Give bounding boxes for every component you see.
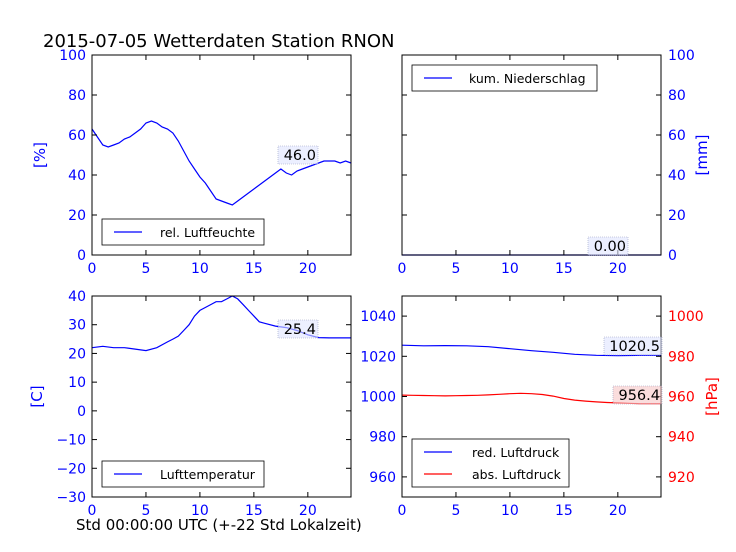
value-label-precipitation-0: 0.00 [594,239,626,255]
y-tick-label-precipitation: 40 [668,168,686,184]
y-tick-label-humidity: 60 [68,128,86,144]
y-axis-label-pressure: [hPa] [703,377,721,416]
y2-tick-label-pressure: 940 [668,430,695,446]
panel-pressure: 0 5 10 15 20 960 980 1000 1020 1040 920 940 960 980 10… [360,295,721,519]
y-tick-label-temperature: −20 [56,461,86,477]
legend-label-pressure-1: abs. Luftdruck [472,467,562,482]
value-label-humidity-0: 46.0 [284,148,316,164]
value-label-pressure-0: 1020.5 [609,339,660,355]
x-tick-label-precipitation: 0 [398,261,407,277]
plot-frame-temperature [91,295,352,498]
y-tick-label-temperature: −30 [56,490,86,506]
plot-frame-humidity [91,54,352,256]
legend-temperature: Lufttemperatur [101,460,265,488]
legend-box-pressure [411,438,570,488]
y-tick-label-humidity: 100 [59,48,86,64]
y-axis-label-temperature: [C] [28,385,46,407]
y2-tick-label-pressure: 920 [668,470,695,486]
y-tick-label-temperature: 20 [68,346,86,362]
panel-precipitation: 0 5 10 15 20 0 20 40 60 80 100 [mm] kum. Niederschla… [398,48,711,277]
panel-temperature: 0 5 10 15 20 −30 −20 −10 0 10 20 30 40 [C] Lufttempera… [28,289,352,519]
y-tick-label-pressure: 1000 [360,390,396,406]
x-tick-label-humidity: 15 [245,261,263,277]
y-tick-label-precipitation: 100 [668,48,695,64]
x-tick-label-temperature: 10 [191,503,209,519]
value-box-precipitation-0 [587,236,629,256]
x-tick-label-humidity: 0 [88,261,97,277]
y-tick-label-temperature: 30 [68,318,86,334]
y-tick-label-pressure: 1020 [360,349,396,365]
y-axis-label-humidity: [%] [31,142,49,168]
plot-frame-precipitation [401,54,662,256]
legend-precipitation: kum. Niederschlag [411,64,598,92]
legend-humidity: rel. Luftfeuchte [101,218,265,246]
x-tick-label-temperature: 15 [245,503,263,519]
legend-pressure: red. Luftdruck abs. Luftdruck [411,438,570,488]
x-tick-label-pressure: 5 [451,503,460,519]
x-tick-label-humidity: 20 [299,261,317,277]
x-tick-label-pressure: 20 [609,503,627,519]
x-tick-label-precipitation: 10 [501,261,519,277]
y-tick-label-precipitation: 60 [668,128,686,144]
y-axis-label-precipitation: [mm] [693,135,711,176]
value-box-pressure-1 [612,385,663,405]
y-tick-label-precipitation: 20 [668,208,686,224]
y2-tick-label-pressure: 980 [668,349,695,365]
y-tick-label-pressure: 960 [369,470,396,486]
y-tick-label-humidity: 20 [68,208,86,224]
series-line-humidity-0 [91,120,352,206]
x-tick-label-temperature: 5 [141,503,150,519]
panel-humidity: 0 5 10 15 20 0 20 40 60 80 100 [%] rel. Luftfeuchte 4… [31,48,352,277]
value-box-humidity-0 [277,145,319,165]
x-tick-label-pressure: 15 [555,503,573,519]
y-tick-label-humidity: 40 [68,168,86,184]
x-tick-label-humidity: 5 [141,261,150,277]
legend-label-pressure-0: red. Luftdruck [472,445,560,460]
figure-title: 2015-07-05 Wetterdaten Station RNON [43,31,395,52]
y-tick-label-pressure: 980 [369,430,396,446]
x-tick-label-humidity: 10 [191,261,209,277]
x-tick-label-temperature: 0 [88,503,97,519]
value-label-pressure-1: 956.4 [618,388,660,404]
x-tick-label-precipitation: 20 [609,261,627,277]
y-tick-label-humidity: 80 [68,88,86,104]
y-tick-label-temperature: 10 [68,375,86,391]
y-tick-label-temperature: 40 [68,289,86,305]
series-line-pressure-0 [401,344,661,357]
y-tick-label-humidity: 0 [77,248,86,264]
y-tick-label-precipitation: 80 [668,88,686,104]
value-box-pressure-0 [603,336,663,356]
legend-label-humidity-0: rel. Luftfeuchte [160,225,255,240]
x-tick-label-pressure: 0 [398,503,407,519]
value-box-temperature-0 [277,319,319,339]
legend-label-precipitation-0: kum. Niederschlag [469,71,586,86]
y-tick-label-pressure: 1040 [360,309,396,325]
y-tick-label-precipitation: 0 [668,248,677,264]
x-axis-label: Std 00:00:00 UTC (+-22 Std Lokalzeit) [76,516,362,534]
y-tick-label-temperature: 0 [77,404,86,420]
y2-tick-label-pressure: 960 [668,390,695,406]
x-tick-label-temperature: 20 [299,503,317,519]
y2-tick-label-pressure: 1000 [668,309,704,325]
value-label-temperature-0: 25.4 [284,322,316,338]
x-tick-label-precipitation: 5 [451,261,460,277]
x-tick-label-precipitation: 15 [555,261,573,277]
x-tick-label-pressure: 10 [501,503,519,519]
y-tick-label-temperature: −10 [56,433,86,449]
legend-label-temperature-0: Lufttemperatur [160,467,256,482]
